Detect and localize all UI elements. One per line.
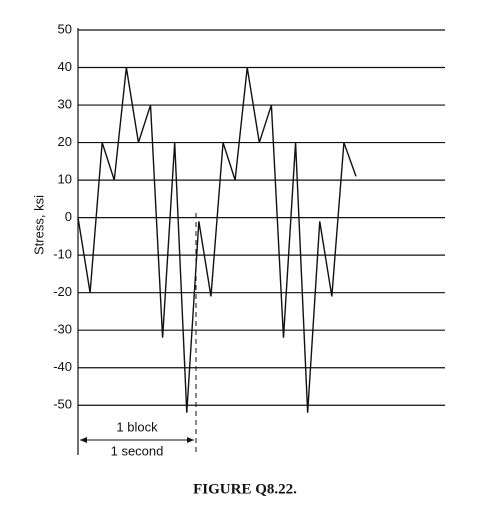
y-tick-label: -30 <box>53 322 72 337</box>
y-tick-label: -50 <box>53 397 72 412</box>
y-tick-label: -20 <box>53 284 72 299</box>
y-axis-label: Stress, ksi <box>31 195 46 255</box>
annotation: 1 second <box>111 443 164 458</box>
caption: FIGURE Q8.22. <box>193 481 297 497</box>
y-tick-label: -40 <box>53 359 72 374</box>
y-tick-label: 40 <box>58 59 72 74</box>
y-tick-label: 20 <box>58 134 72 149</box>
stress-line <box>77 67 357 413</box>
y-tick-label: 50 <box>58 21 72 36</box>
y-tick-label: 10 <box>58 172 72 187</box>
y-tick-label: 0 <box>65 209 72 224</box>
annotation: 1 block <box>116 419 158 434</box>
y-tick-label: 30 <box>58 96 72 111</box>
y-tick-label: -10 <box>53 247 72 262</box>
